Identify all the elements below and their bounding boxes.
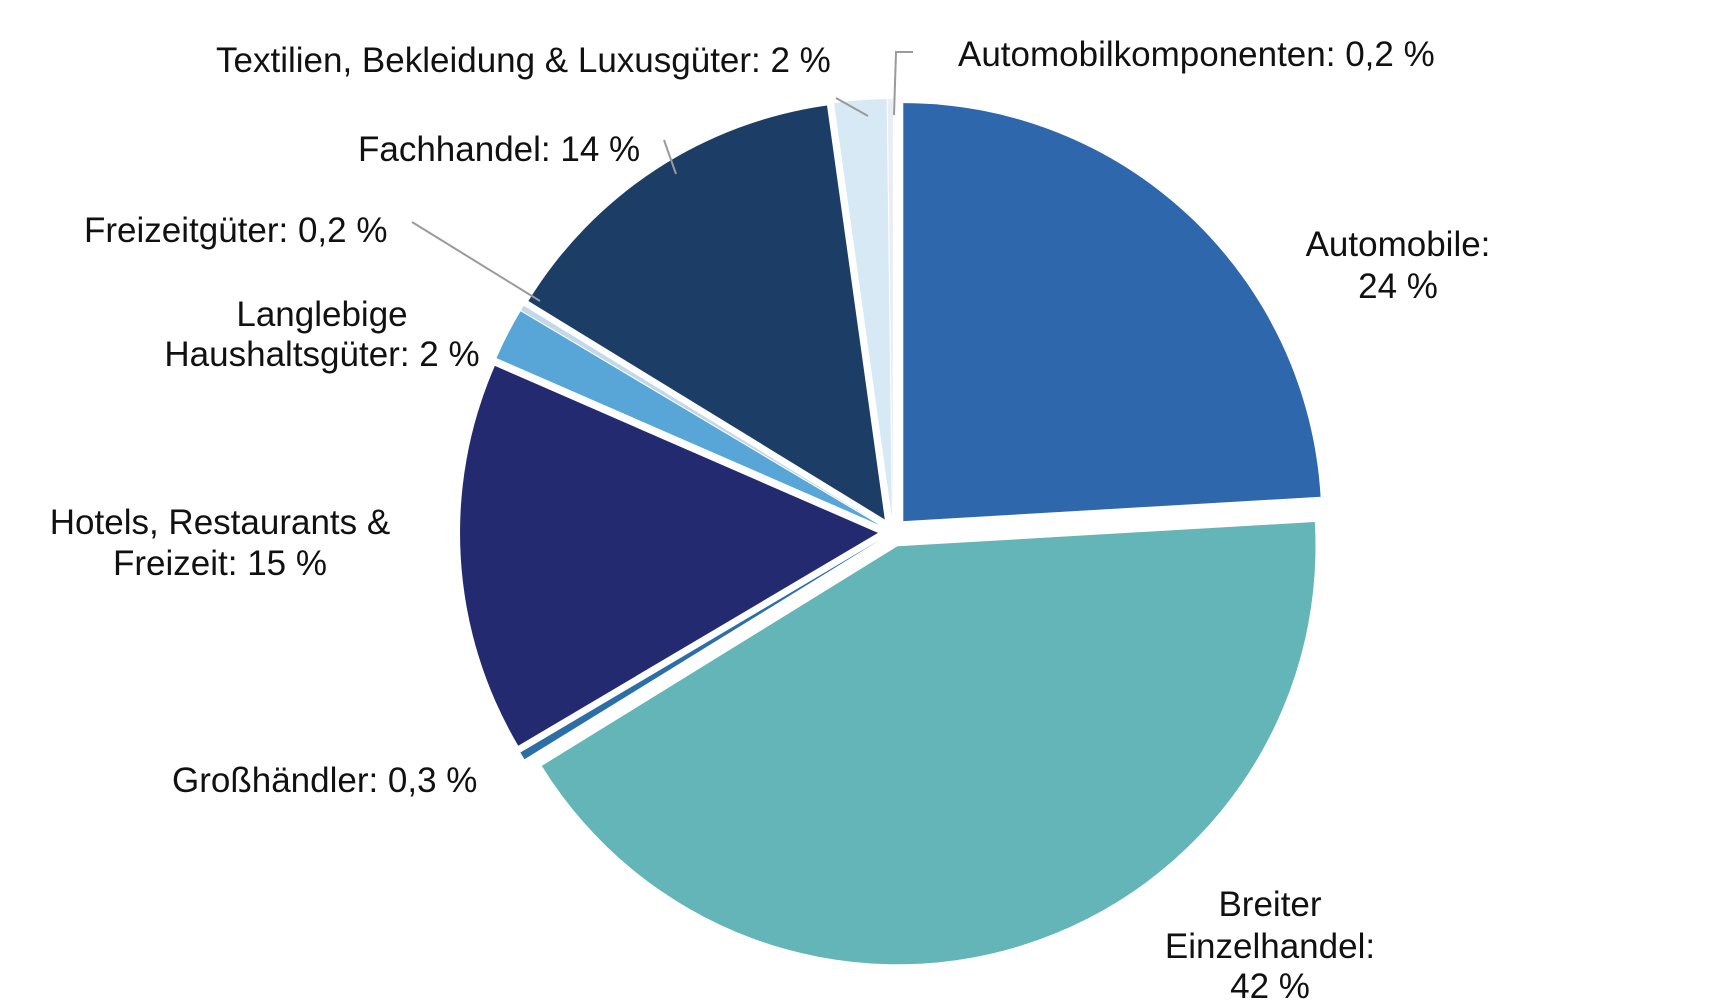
label-automobile-line2: 24 % bbox=[1358, 267, 1438, 306]
leader-line-fachhandel bbox=[663, 139, 677, 175]
pie-slice-hotels-restaurants-freizeit bbox=[460, 365, 879, 746]
label-hotels-line2: Freizeit: 15 % bbox=[113, 544, 327, 583]
leader-line-automobilkomponenten bbox=[893, 51, 913, 116]
label-breiter-line1: Breiter bbox=[1218, 885, 1321, 924]
leader-line-freizeitgueter bbox=[411, 221, 541, 302]
pie-slices bbox=[460, 98, 1321, 965]
label-breiter-line2: Einzelhandel: bbox=[1165, 927, 1375, 966]
label-grosshaendler: Großhändler: 0,3 % bbox=[172, 761, 477, 800]
label-automobilkomponenten: Automobilkomponenten: 0,2 % bbox=[958, 35, 1435, 74]
leader-lines bbox=[411, 51, 913, 302]
pie-slice-automobilkomponenten bbox=[887, 98, 893, 517]
pie-slice-automobile bbox=[903, 103, 1321, 522]
label-fachhandel: Fachhandel: 14 % bbox=[358, 130, 640, 169]
label-hotels-line1: Hotels, Restaurants & bbox=[50, 503, 390, 542]
label-langlebige-line2: Haushaltsgüter: 2 % bbox=[164, 335, 479, 374]
label-freizeitgueter: Freizeitgüter: 0,2 % bbox=[84, 211, 387, 250]
pie-slice-grosshaendler bbox=[520, 539, 881, 760]
label-automobile-line1: Automobile: bbox=[1306, 225, 1491, 264]
label-langlebige-line1: Langlebige bbox=[236, 295, 407, 334]
slice-labels: Textilien, Bekleidung & Luxusgüter: 2 % … bbox=[50, 35, 1491, 1006]
pie-slice-fachhandel bbox=[528, 105, 885, 520]
pie-slice-freizeitgueter bbox=[521, 305, 881, 525]
pie-slice-textilien-bekleidung-luxusgueter bbox=[834, 99, 892, 518]
leader-line-textilien bbox=[835, 97, 869, 117]
label-textilien: Textilien, Bekleidung & Luxusgüter: 2 % bbox=[216, 41, 831, 80]
label-breiter-line3: 42 % bbox=[1230, 967, 1310, 1006]
pie-slice-breiter-einzelhandel bbox=[541, 521, 1316, 965]
pie-slice-langlebige-haushaltsgueter bbox=[496, 311, 880, 526]
